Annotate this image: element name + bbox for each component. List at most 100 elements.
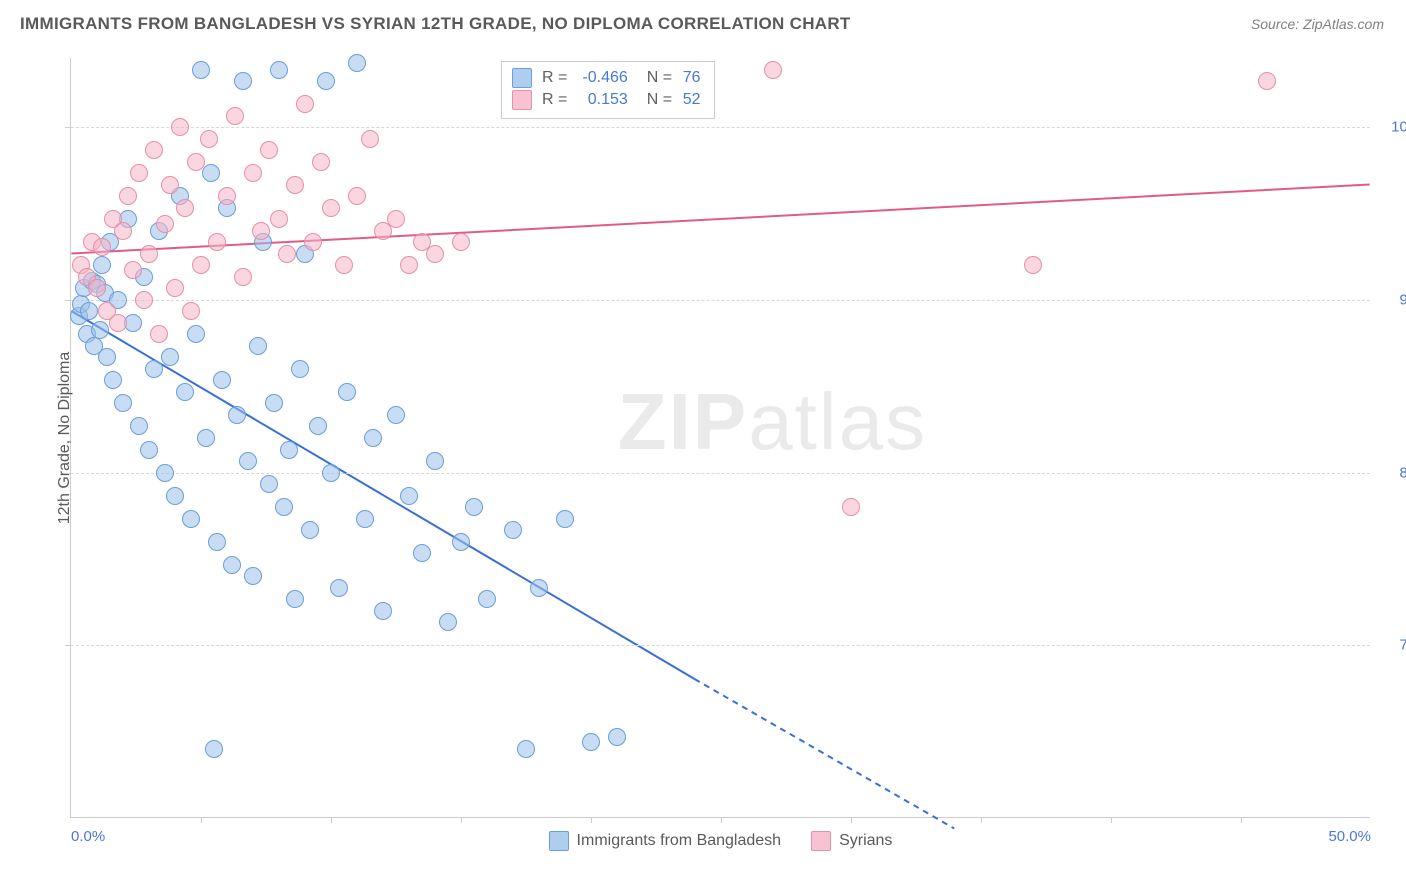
- gridline-horizontal: [71, 645, 1370, 646]
- data-point: [187, 153, 205, 171]
- data-point: [764, 61, 782, 79]
- data-point: [608, 728, 626, 746]
- data-point: [161, 348, 179, 366]
- data-point: [114, 222, 132, 240]
- data-point: [88, 279, 106, 297]
- data-point: [130, 164, 148, 182]
- data-point: [234, 72, 252, 90]
- data-point: [192, 256, 210, 274]
- data-point: [270, 61, 288, 79]
- data-point: [109, 314, 127, 332]
- data-point: [478, 590, 496, 608]
- data-point: [208, 233, 226, 251]
- data-point: [452, 233, 470, 251]
- data-point: [213, 371, 231, 389]
- data-point: [465, 498, 483, 516]
- ytick-label: 100.0%: [1382, 119, 1406, 136]
- data-point: [356, 510, 374, 528]
- data-point: [98, 348, 116, 366]
- data-point: [176, 199, 194, 217]
- data-point: [309, 417, 327, 435]
- data-point: [322, 464, 340, 482]
- data-point: [278, 245, 296, 263]
- data-point: [452, 533, 470, 551]
- data-point: [387, 406, 405, 424]
- data-point: [135, 291, 153, 309]
- data-point: [364, 429, 382, 447]
- data-point: [150, 325, 168, 343]
- data-point: [145, 360, 163, 378]
- data-point: [208, 533, 226, 551]
- data-point: [176, 383, 194, 401]
- series-legend: Immigrants from Bangladesh Syrians: [71, 831, 1370, 851]
- data-point: [322, 199, 340, 217]
- data-point: [93, 256, 111, 274]
- chart-container: ZIPatlas 12th Grade, No Diploma R = -0.4…: [20, 50, 1386, 890]
- data-point: [171, 118, 189, 136]
- data-point: [582, 733, 600, 751]
- legend-item: Syrians: [811, 831, 892, 851]
- data-point: [182, 302, 200, 320]
- data-point: [161, 176, 179, 194]
- ytick-label: 77.5%: [1382, 637, 1406, 654]
- legend-item: Immigrants from Bangladesh: [549, 831, 782, 851]
- data-point: [93, 238, 111, 256]
- data-point: [270, 210, 288, 228]
- data-point: [286, 176, 304, 194]
- data-point: [187, 325, 205, 343]
- data-point: [228, 406, 246, 424]
- data-point: [312, 153, 330, 171]
- data-point: [291, 360, 309, 378]
- chart-title: IMMIGRANTS FROM BANGLADESH VS SYRIAN 12T…: [20, 14, 851, 34]
- data-point: [124, 314, 142, 332]
- data-point: [114, 394, 132, 412]
- data-point: [104, 371, 122, 389]
- data-point: [156, 464, 174, 482]
- data-point: [252, 222, 270, 240]
- data-point: [130, 417, 148, 435]
- data-point: [91, 321, 109, 339]
- data-point: [260, 475, 278, 493]
- data-point: [265, 394, 283, 412]
- legend-swatch: [549, 831, 569, 851]
- gridline-horizontal: [71, 300, 1370, 301]
- data-point: [296, 95, 314, 113]
- plot-area: ZIPatlas 12th Grade, No Diploma R = -0.4…: [70, 58, 1370, 818]
- data-point: [504, 521, 522, 539]
- data-point: [249, 337, 267, 355]
- data-point: [239, 452, 257, 470]
- data-point: [556, 510, 574, 528]
- data-point: [301, 521, 319, 539]
- data-point: [145, 141, 163, 159]
- data-point: [280, 441, 298, 459]
- data-point: [140, 441, 158, 459]
- data-point: [439, 613, 457, 631]
- data-point: [234, 268, 252, 286]
- data-point: [530, 579, 548, 597]
- data-point: [80, 302, 98, 320]
- data-point: [218, 187, 236, 205]
- xtick-label: 50.0%: [1328, 828, 1371, 845]
- data-point: [335, 256, 353, 274]
- data-point: [182, 510, 200, 528]
- data-point: [244, 567, 262, 585]
- data-point: [260, 141, 278, 159]
- data-point: [119, 187, 137, 205]
- data-point: [304, 233, 322, 251]
- data-point: [426, 452, 444, 470]
- gridline-horizontal: [71, 127, 1370, 128]
- data-point: [226, 107, 244, 125]
- data-point: [1258, 72, 1276, 90]
- legend-swatch: [811, 831, 831, 851]
- trend-lines: [71, 58, 1370, 817]
- data-point: [166, 487, 184, 505]
- data-point: [374, 602, 392, 620]
- data-point: [244, 164, 262, 182]
- data-point: [286, 590, 304, 608]
- data-point: [223, 556, 241, 574]
- data-point: [205, 740, 223, 758]
- data-point: [517, 740, 535, 758]
- data-point: [338, 383, 356, 401]
- data-point: [348, 187, 366, 205]
- data-point: [1024, 256, 1042, 274]
